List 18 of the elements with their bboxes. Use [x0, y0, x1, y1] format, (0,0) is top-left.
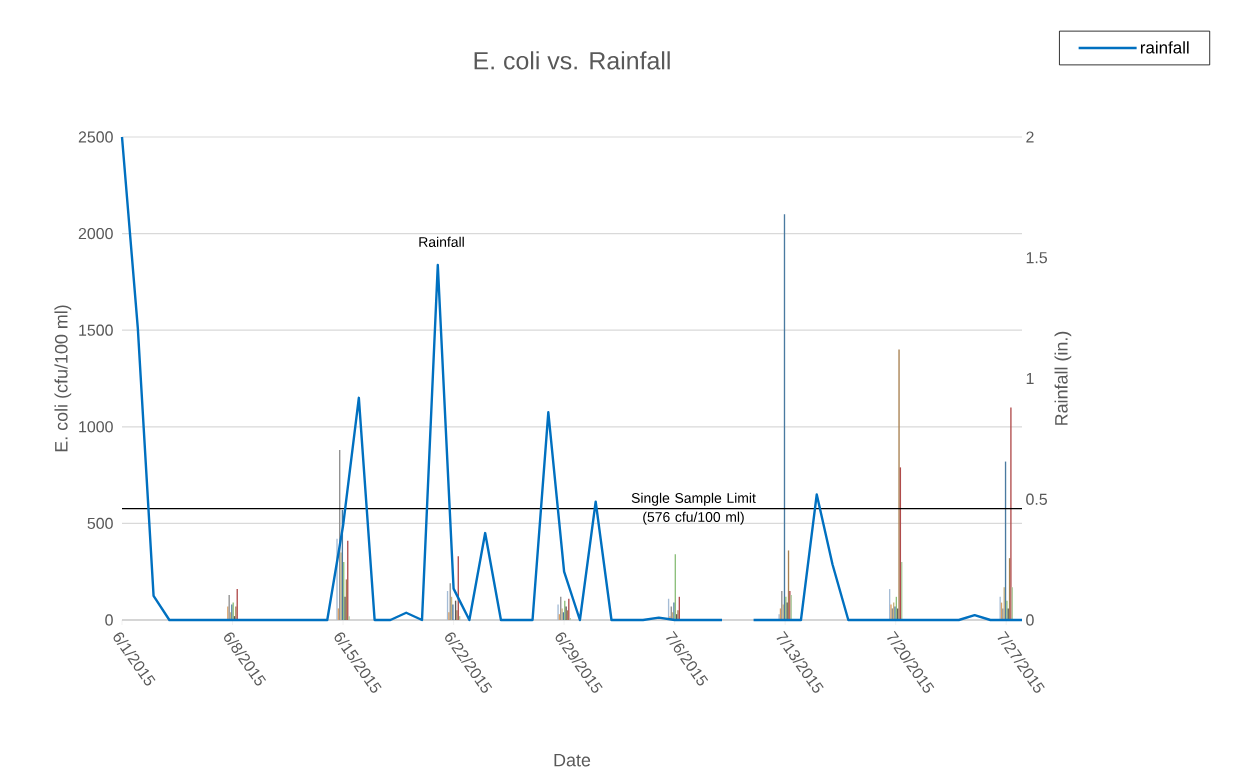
y-tick-label: 1000: [79, 421, 113, 433]
y2-tick-label: 1: [1026, 373, 1034, 384]
y2-tick-label: 1.5: [1026, 252, 1048, 264]
y-tick-label: 500: [87, 517, 113, 530]
ref-line-label: Single Sample Limit (576 cfu/100 ml): [631, 492, 756, 525]
y-axis-title: E. coli (cfu/100 ml): [54, 305, 72, 452]
annotation: Rainfall: [419, 236, 464, 247]
y-tick-label: 2000: [78, 227, 113, 240]
legend-label: rainfall: [1140, 41, 1189, 54]
y-tick-label: 0: [105, 614, 113, 626]
y2-tick-label: 2: [1026, 131, 1034, 143]
y-tick-label: 1500: [79, 324, 113, 336]
y2-tick-label: 0.5: [1026, 493, 1048, 505]
y-tick-label: 2500: [78, 131, 113, 143]
chart-title: E. coli vs. Rainfall: [474, 51, 670, 70]
x-axis-title: Date: [554, 753, 591, 767]
y2-axis-title: Rainfall (in.): [1054, 331, 1072, 425]
y2-tick-label: 0: [1026, 614, 1034, 626]
